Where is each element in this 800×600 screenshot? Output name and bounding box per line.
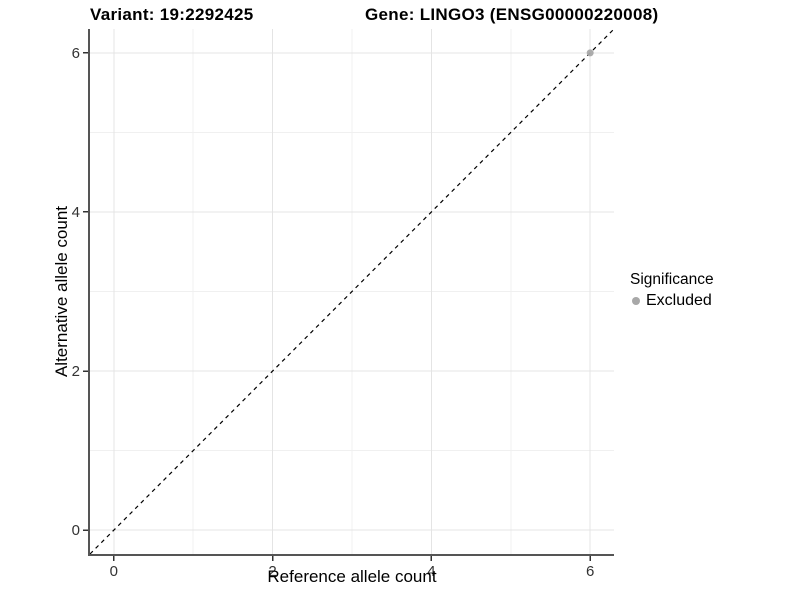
y-tick-label: 2 bbox=[72, 363, 80, 380]
y-tick-label: 4 bbox=[72, 204, 80, 221]
identity-line bbox=[89, 28, 615, 555]
data-point-excluded bbox=[586, 49, 594, 57]
legend-item-excluded: Excluded bbox=[630, 292, 760, 310]
x-tick-label: 6 bbox=[586, 563, 594, 580]
plot-title-variant: Variant: 19:2292425 bbox=[90, 5, 254, 24]
plot-panel: 0 2 4 6 0 2 4 6 bbox=[72, 28, 615, 580]
y-tick-label: 0 bbox=[72, 522, 80, 539]
x-axis-title: Reference allele count bbox=[267, 567, 437, 586]
x-tick-label: 4 bbox=[427, 563, 435, 580]
legend-item-label: Excluded bbox=[646, 292, 712, 309]
x-tick-label: 2 bbox=[268, 563, 276, 580]
legend-title: Significance bbox=[630, 271, 714, 288]
plot-title-gene: Gene: LINGO3 (ENSG00000220008) bbox=[365, 5, 659, 24]
legend: Significance Excluded bbox=[630, 270, 760, 310]
y-tick-label: 6 bbox=[72, 45, 80, 62]
x-tick-label: 0 bbox=[110, 563, 118, 580]
excluded-point-icon bbox=[632, 297, 640, 305]
